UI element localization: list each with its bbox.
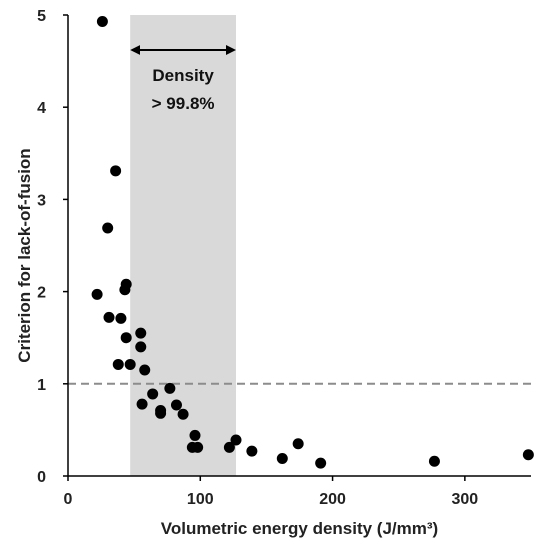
y-tick-label: 3 xyxy=(37,192,46,209)
x-tick-label: 100 xyxy=(187,491,214,508)
y-tick-label: 1 xyxy=(37,377,46,394)
data-point xyxy=(292,438,304,450)
data-point xyxy=(177,408,189,420)
data-point xyxy=(96,15,108,27)
data-point xyxy=(136,398,148,410)
data-point xyxy=(230,434,242,446)
x-tick-label: 0 xyxy=(64,491,73,508)
band-label-line2: > 99.8% xyxy=(152,94,215,113)
data-point xyxy=(120,332,132,344)
data-point xyxy=(103,311,115,323)
annotation-layer: Density > 99.8% xyxy=(130,45,237,113)
data-point xyxy=(139,364,151,376)
data-point xyxy=(91,288,103,300)
axes-layer xyxy=(67,15,531,477)
x-tick-label: 300 xyxy=(452,491,479,508)
y-tick-label: 4 xyxy=(37,100,46,117)
data-point xyxy=(170,399,182,411)
data-point xyxy=(124,358,136,370)
data-point xyxy=(155,407,167,419)
data-point xyxy=(119,284,131,296)
points-layer xyxy=(91,15,534,469)
data-point xyxy=(246,445,258,457)
data-point xyxy=(135,341,147,353)
y-tick-label: 2 xyxy=(37,285,46,302)
ticks-layer: 0 1 2 3 4 5 0 100 200 300 xyxy=(37,8,478,508)
data-point xyxy=(135,327,147,339)
data-point xyxy=(147,388,159,400)
data-point xyxy=(315,457,327,469)
data-point xyxy=(428,455,440,467)
data-point xyxy=(102,222,114,234)
x-axis-title: Volumetric energy density (J/mm³) xyxy=(161,519,438,538)
data-point xyxy=(192,441,204,453)
data-point xyxy=(276,452,288,464)
data-point xyxy=(112,358,124,370)
data-point xyxy=(223,441,235,453)
density-band xyxy=(130,15,237,476)
y-axis-title: Criterion for lack-of-fusion xyxy=(15,148,34,362)
data-point xyxy=(110,165,122,177)
y-tick-label: 0 xyxy=(37,469,46,486)
density-band-layer xyxy=(130,15,237,476)
data-point xyxy=(115,312,127,324)
data-point xyxy=(522,449,534,461)
x-tick-label: 200 xyxy=(319,491,346,508)
data-point xyxy=(164,382,176,394)
data-point xyxy=(189,429,201,441)
band-label-line1: Density xyxy=(152,66,214,85)
y-tick-label: 5 xyxy=(37,8,46,25)
